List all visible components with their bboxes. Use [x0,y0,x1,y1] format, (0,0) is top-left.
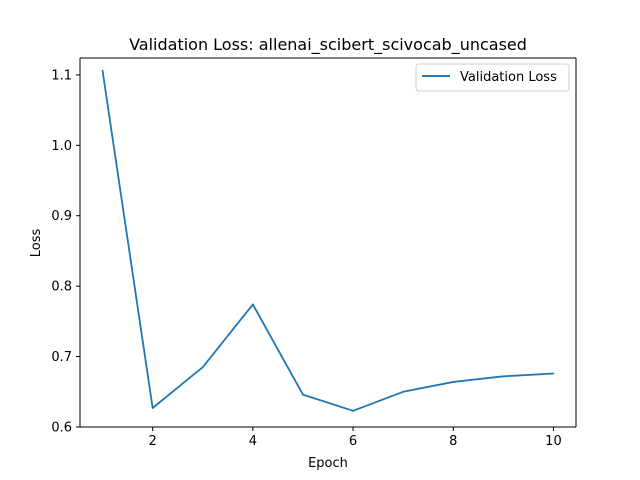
data-point [101,69,104,72]
y-tick-label: 0.8 [51,280,72,295]
data-point [402,390,405,393]
y-tick-label: 0.7 [51,350,72,365]
data-point [251,303,254,306]
y-tick-label: 1.1 [51,68,72,83]
data-point [151,407,154,409]
axis-ticks: 2 4 6 8 10 0.6 0.7 0.8 0.9 1.0 1.1 [51,68,561,449]
legend: Validation Loss [415,63,570,92]
series-layer [101,69,555,412]
series-line-validation-loss [101,70,554,412]
plot-area [80,58,576,427]
data-point [302,393,304,396]
y-tick-label: 0.6 [51,421,72,436]
data-point [552,372,555,375]
x-tick-label: 2 [149,434,157,449]
data-point [452,381,455,383]
data-point [352,409,354,412]
y-tick-label: 1.0 [51,139,72,154]
x-tick-label: 10 [545,434,562,449]
legend-label-validation-loss: Validation Loss [460,70,557,85]
data-point [201,366,204,369]
chart-title: Validation Loss: allenai_scibert_scivoca… [129,35,527,55]
y-axis-label: Loss [29,229,44,258]
data-point [502,375,505,378]
x-tick-label: 8 [449,434,457,449]
y-tick-label: 0.9 [51,209,72,224]
legend-box [415,63,570,92]
x-tick-label: 6 [349,434,357,449]
x-tick-label: 4 [249,434,257,449]
x-axis-label: Epoch [308,456,348,471]
